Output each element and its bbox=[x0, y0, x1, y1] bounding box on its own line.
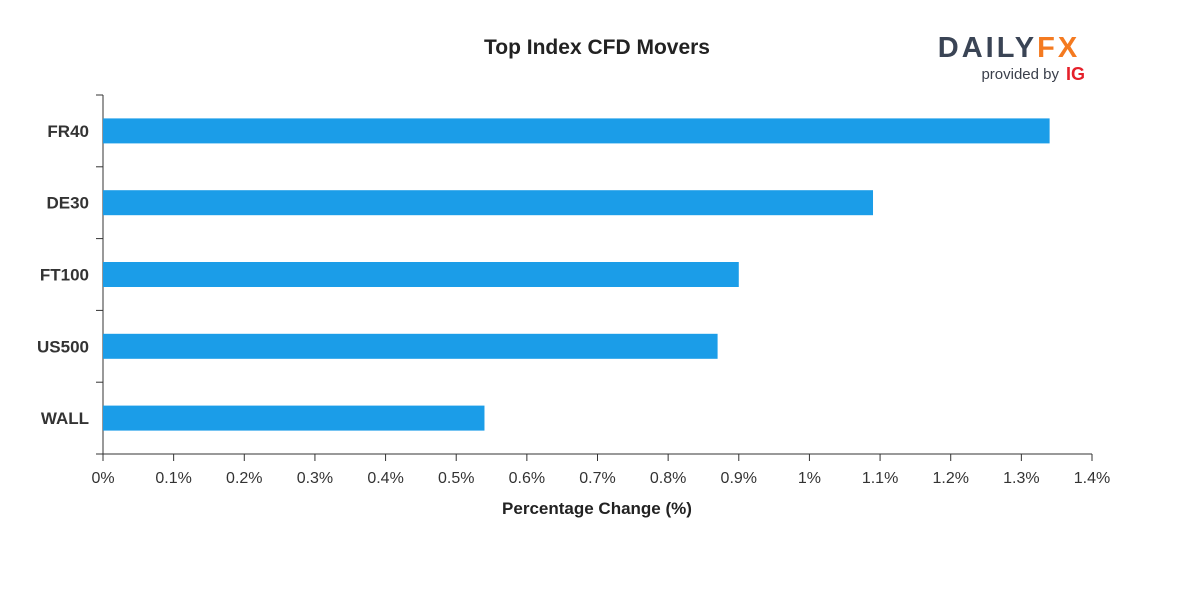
category-label: FT100 bbox=[40, 266, 89, 285]
x-tick-label: 1.4% bbox=[1074, 470, 1110, 487]
category-label: WALL bbox=[41, 409, 89, 428]
logo-fx-text: FX bbox=[1037, 32, 1080, 64]
logo-daily-text: DAILY bbox=[938, 32, 1037, 64]
bars bbox=[103, 118, 1050, 431]
x-tick-label: 0.1% bbox=[155, 470, 191, 487]
logo-provided-by: provided by bbox=[981, 66, 1059, 83]
x-tick-label: 1% bbox=[798, 470, 821, 487]
bar-wall bbox=[103, 405, 485, 431]
x-tick-label: 1.2% bbox=[932, 470, 968, 487]
x-axis-ticks bbox=[102, 454, 1093, 461]
category-label: FR40 bbox=[47, 122, 89, 141]
x-tick-label: 0% bbox=[91, 470, 114, 487]
category-labels: FR40 DE30 FT100 US500 WALL bbox=[37, 122, 89, 428]
x-tick-label: 0.6% bbox=[509, 470, 545, 487]
dailyfx-logo: DAILYFX provided by IG bbox=[938, 32, 1085, 84]
x-axis-title: Percentage Change (%) bbox=[502, 499, 692, 518]
chart-title: Top Index CFD Movers bbox=[484, 36, 710, 59]
x-axis-tick-labels: 0% 0.1% 0.2% 0.3% 0.4% 0.5% 0.6% 0.7% 0.8% 0.9% 1%… bbox=[91, 470, 1110, 487]
x-tick-label: 0.2% bbox=[226, 470, 262, 487]
x-tick-label: 0.3% bbox=[297, 470, 333, 487]
x-tick-label: 0.9% bbox=[721, 470, 757, 487]
bar-fr40 bbox=[103, 118, 1050, 144]
x-tick-label: 0.5% bbox=[438, 470, 474, 487]
x-tick-label: 0.4% bbox=[367, 470, 403, 487]
logo-wordmark: DAILYFX bbox=[938, 32, 1080, 64]
x-tick-label: 0.8% bbox=[650, 470, 686, 487]
category-label: DE30 bbox=[46, 194, 89, 213]
y-axis-ticks bbox=[96, 94, 103, 455]
category-label: US500 bbox=[37, 337, 89, 356]
bar-us500 bbox=[103, 333, 718, 359]
x-tick-label: 0.7% bbox=[579, 470, 615, 487]
bar-ft100 bbox=[103, 262, 739, 287]
x-tick-label: 1.3% bbox=[1003, 470, 1039, 487]
bar-de30 bbox=[103, 190, 874, 216]
logo-ig-text: IG bbox=[1066, 64, 1085, 84]
x-tick-label: 1.1% bbox=[862, 470, 898, 487]
